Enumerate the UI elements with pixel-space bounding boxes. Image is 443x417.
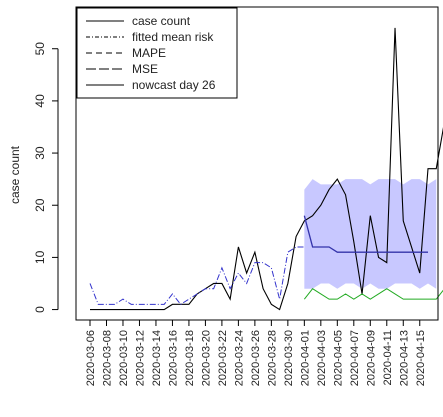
x-tick-label: 2020-04-01 xyxy=(299,330,311,386)
x-tick-label: 2020-03-22 xyxy=(217,330,229,386)
y-tick-label: 40 xyxy=(33,94,47,108)
x-tick-label: 2020-03-16 xyxy=(167,330,179,386)
y-tick-label: 10 xyxy=(33,250,47,264)
legend: case count fitted mean risk MAPE MSE nowcast… xyxy=(76,7,238,99)
x-tick-label: 2020-03-08 xyxy=(101,330,113,386)
legend-box xyxy=(76,7,238,99)
series-layer xyxy=(89,27,443,311)
x-tick-label: 2020-03-26 xyxy=(250,330,262,386)
x-tick-label: 2020-03-28 xyxy=(266,330,278,386)
x-tick-label: 2020-03-18 xyxy=(184,330,196,386)
legend-label: case count xyxy=(132,14,191,28)
series-line-green-series xyxy=(303,288,443,300)
series-line-case-count xyxy=(90,27,443,311)
x-tick-label: 2020-03-24 xyxy=(233,330,245,386)
prediction-band-layer xyxy=(304,179,437,289)
x-axis: 2020-03-06 2020-03-08 2020-03-10 2020-03-12… xyxy=(85,319,427,386)
x-tick-label: 2020-03-06 xyxy=(85,330,97,386)
x-tick-label: 2020-03-20 xyxy=(200,330,212,386)
x-tick-label: 2020-04-11 xyxy=(382,330,394,385)
series-line-fitted-mean-risk xyxy=(89,246,305,306)
prediction-band xyxy=(304,179,437,289)
y-tick-label: 30 xyxy=(33,146,47,160)
y-axis-label: case count xyxy=(8,145,22,204)
x-tick-label: 2020-04-03 xyxy=(316,330,328,386)
y-tick-label: 50 xyxy=(33,42,47,56)
x-tick-label: 2020-04-05 xyxy=(332,330,344,386)
legend-label: MAPE xyxy=(132,46,166,60)
x-tick-label: 2020-04-15 xyxy=(415,330,427,386)
y-tick-label: 0 xyxy=(33,306,47,313)
x-tick-label: 2020-04-07 xyxy=(349,330,361,386)
y-tick-label: 20 xyxy=(33,198,47,212)
x-tick-label: 2020-03-12 xyxy=(134,330,146,386)
series-line-nowcast-mean xyxy=(303,215,428,253)
legend-label: fitted mean risk xyxy=(132,30,214,44)
legend-label: nowcast day 26 xyxy=(132,78,216,92)
x-tick-label: 2020-04-13 xyxy=(398,330,410,386)
x-tick-label: 2020-04-09 xyxy=(365,330,377,386)
x-tick-label: 2020-03-10 xyxy=(118,330,130,386)
y-axis: 0 10 20 30 40 50 xyxy=(33,42,59,313)
legend-label: MSE xyxy=(132,62,158,76)
x-tick-label: 2020-03-30 xyxy=(283,330,295,386)
x-tick-label: 2020-03-14 xyxy=(151,330,163,386)
